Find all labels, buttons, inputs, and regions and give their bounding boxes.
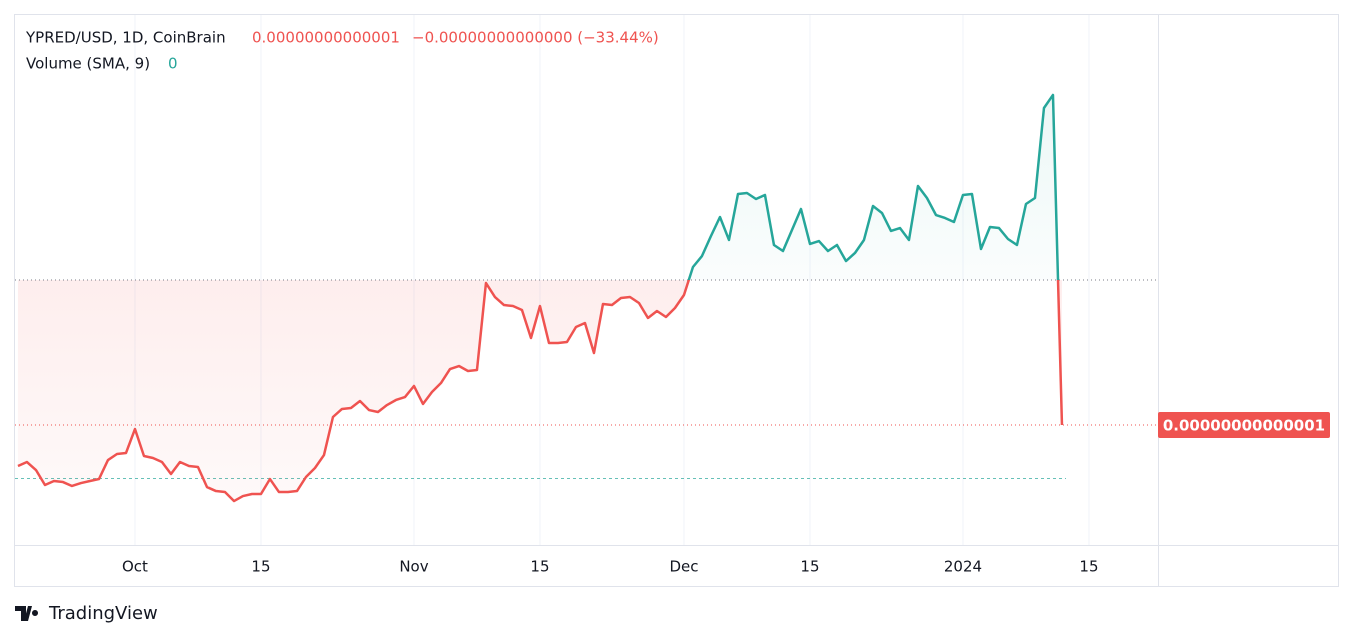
price-line	[17, 93, 1064, 503]
x-tick-label: Dec	[669, 558, 698, 576]
x-tick-label: Oct	[122, 558, 148, 576]
plot	[15, 93, 1158, 503]
last-price-box	[1158, 412, 1330, 439]
volume-label: Volume (SMA, 9)	[26, 55, 150, 73]
x-tick-label: 15	[800, 558, 819, 576]
x-tick-label: Nov	[399, 558, 428, 576]
x-tick-label: 15	[530, 558, 549, 576]
brand-logo	[15, 606, 39, 621]
last-price-label: 0.00000000000001	[1163, 417, 1325, 435]
volume-value: 0	[168, 55, 178, 73]
symbol: YPRED/USD, 1D, CoinBrain	[25, 29, 226, 47]
change: −0.00000000000000 (−33.44%)	[412, 29, 659, 47]
baseline-area	[17, 94, 1062, 502]
x-tick-label: 15	[251, 558, 270, 576]
x-tick-label: 15	[1079, 558, 1098, 576]
brand: TradingView	[48, 603, 158, 624]
x-tick-label: 2024	[944, 558, 982, 576]
close: 0.00000000000001	[252, 29, 400, 47]
